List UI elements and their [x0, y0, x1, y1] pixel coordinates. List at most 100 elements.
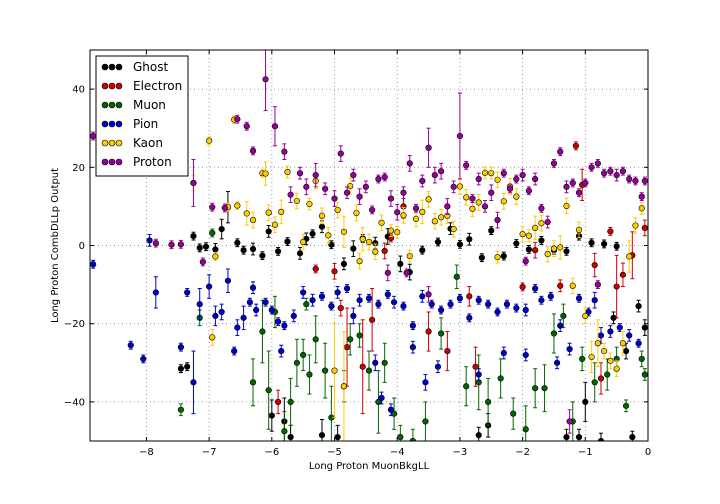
- data-point: [419, 247, 426, 254]
- data-point: [243, 123, 250, 130]
- series-kaon: [190, 115, 645, 441]
- data-point: [300, 238, 307, 246]
- data-point: [265, 387, 272, 394]
- data-point: [456, 295, 464, 302]
- data-points: [90, 50, 648, 441]
- data-point: [613, 172, 620, 179]
- data-point: [262, 299, 269, 306]
- data-point: [212, 246, 219, 253]
- data-point: [387, 195, 395, 202]
- data-point: [569, 282, 576, 289]
- data-point: [337, 304, 344, 312]
- data-point: [434, 363, 442, 370]
- data-point: [369, 206, 376, 214]
- data-point: [243, 210, 250, 217]
- legend-label: Pion: [133, 117, 158, 131]
- legend-marker: [115, 63, 123, 71]
- data-point: [525, 187, 532, 194]
- legend-marker: [115, 101, 123, 109]
- data-point: [259, 328, 266, 335]
- data-point: [265, 209, 272, 216]
- data-point: [638, 205, 645, 212]
- data-point: [353, 209, 360, 217]
- data-point: [356, 193, 363, 200]
- data-point: [522, 351, 529, 359]
- data-point: [607, 228, 614, 235]
- data-point: [481, 169, 489, 176]
- data-point: [249, 245, 257, 253]
- data-point: [588, 353, 595, 361]
- data-point: [218, 308, 225, 316]
- data-point: [519, 283, 526, 291]
- data-point: [519, 231, 526, 238]
- x-tick-label: −5: [327, 447, 342, 458]
- data-point: [641, 324, 648, 331]
- legend-marker: [101, 120, 109, 128]
- data-point: [601, 170, 608, 177]
- data-point: [428, 301, 435, 308]
- data-point: [331, 195, 338, 202]
- data-point: [607, 168, 614, 175]
- data-point: [325, 232, 332, 239]
- data-point: [466, 314, 473, 321]
- data-point: [265, 228, 272, 235]
- data-point: [438, 168, 445, 175]
- data-point: [425, 196, 432, 203]
- data-point: [438, 330, 445, 337]
- legend: Ghost Electron Muon Pion Kaon Proton: [95, 55, 189, 177]
- legend-marker: [115, 82, 123, 90]
- data-point: [177, 344, 185, 351]
- data-point: [538, 297, 545, 304]
- data-point: [312, 336, 319, 343]
- data-point: [532, 175, 539, 183]
- data-point: [287, 398, 294, 406]
- data-point: [513, 304, 520, 312]
- data-point: [547, 293, 554, 300]
- data-point: [177, 406, 185, 413]
- data-point: [343, 344, 351, 351]
- data-point: [572, 142, 579, 149]
- data-point: [431, 218, 438, 225]
- data-point: [249, 379, 257, 386]
- data-point: [146, 237, 153, 244]
- x-tick-label: −6: [264, 447, 279, 458]
- data-point: [469, 195, 476, 202]
- data-point: [450, 225, 457, 233]
- data-point: [356, 258, 363, 265]
- data-point: [563, 248, 570, 255]
- data-point: [419, 293, 426, 300]
- data-point: [453, 273, 460, 280]
- data-point: [557, 282, 564, 289]
- data-point: [359, 363, 366, 370]
- legend-marker: [108, 139, 116, 147]
- data-point: [494, 254, 501, 261]
- data-point: [350, 245, 357, 252]
- data-point: [591, 379, 598, 386]
- x-axis-label: Long Proton MuonBkgLL: [309, 461, 430, 472]
- data-point: [607, 328, 614, 335]
- data-point: [318, 293, 326, 300]
- data-point: [268, 412, 275, 419]
- data-point: [303, 301, 310, 308]
- data-point: [331, 268, 338, 275]
- data-point: [635, 340, 642, 347]
- data-point: [340, 383, 348, 390]
- data-point: [500, 349, 507, 357]
- data-point: [563, 433, 570, 441]
- data-point: [347, 182, 354, 190]
- legend-item-muon: Muon: [101, 98, 166, 112]
- data-point: [444, 347, 451, 355]
- data-point: [334, 206, 341, 214]
- data-point: [268, 306, 275, 314]
- data-point: [249, 216, 257, 224]
- data-point: [619, 271, 627, 278]
- data-point: [475, 371, 482, 378]
- data-point: [340, 228, 348, 235]
- data-point: [488, 189, 495, 196]
- data-point: [381, 359, 388, 366]
- data-point: [318, 432, 326, 439]
- data-point: [522, 258, 529, 265]
- data-point: [525, 246, 532, 253]
- data-point: [306, 200, 313, 208]
- data-point: [347, 336, 354, 343]
